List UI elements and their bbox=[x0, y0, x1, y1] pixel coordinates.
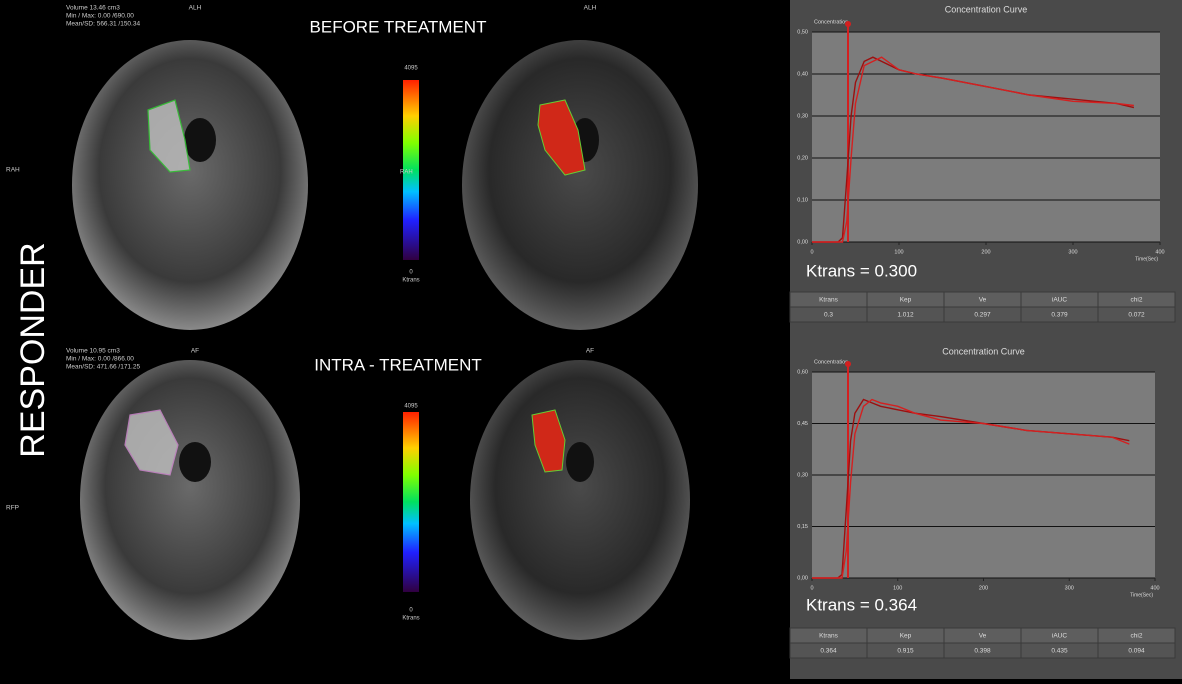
table-header: Kep bbox=[900, 633, 912, 640]
colorbar-mid: RAH bbox=[400, 170, 413, 176]
table-header: Ktrans bbox=[819, 297, 839, 304]
table-header: chi2 bbox=[1131, 297, 1143, 304]
table-value: 1.012 bbox=[897, 312, 914, 319]
mri-images bbox=[72, 40, 698, 640]
x-axis-label: Time(Sec) bbox=[1135, 256, 1158, 262]
cursor-handle bbox=[845, 21, 851, 27]
colorbar-unit: Ktrans bbox=[402, 616, 419, 622]
table-header: Kep bbox=[900, 297, 912, 304]
overlay-text: Volume 13.46 cm3 bbox=[66, 5, 120, 12]
y-tick-label: 0,50 bbox=[797, 29, 808, 35]
y-tick-label: 0,60 bbox=[797, 369, 808, 375]
side-label: RESPONDER bbox=[14, 242, 52, 457]
chart-title: Concentration Curve bbox=[942, 346, 1025, 356]
y-tick-label: 0,30 bbox=[797, 113, 808, 119]
table-value: 0.297 bbox=[974, 312, 991, 319]
y-tick-label: 0,10 bbox=[797, 197, 808, 203]
panel-heading: INTRA - TREATMENT bbox=[314, 355, 482, 374]
panel-heading: BEFORE TREATMENT bbox=[310, 17, 487, 36]
overlay-text: Min / Max: 0.00 /690.00 bbox=[66, 13, 134, 20]
y-tick-label: 0,45 bbox=[797, 421, 808, 427]
x-tick-label: 300 bbox=[1065, 585, 1074, 591]
table-header: Ve bbox=[979, 297, 987, 304]
table-value: 0.915 bbox=[897, 648, 914, 655]
x-tick-label: 400 bbox=[1150, 585, 1159, 591]
y-tick-label: 0,00 bbox=[797, 239, 808, 245]
y-axis-label: Concentration bbox=[814, 359, 848, 365]
table-header: iAUC bbox=[1052, 297, 1067, 304]
table-header: chi2 bbox=[1131, 633, 1143, 640]
colorbar-max: 4095 bbox=[404, 66, 418, 72]
orientation: ALH bbox=[584, 5, 597, 12]
x-tick-label: 300 bbox=[1068, 249, 1077, 255]
orientation: ALH bbox=[189, 5, 202, 12]
overlay-text: Mean/SD: 566.31 /150.34 bbox=[66, 21, 140, 28]
colorbar-min: 0 bbox=[409, 270, 413, 276]
table-cell bbox=[1097, 642, 1176, 659]
y-tick-label: 0,00 bbox=[797, 575, 808, 581]
table-value: 0.398 bbox=[974, 648, 991, 655]
x-tick-label: 100 bbox=[894, 249, 903, 255]
y-tick-label: 0,30 bbox=[797, 472, 808, 478]
y-tick-label: 0,20 bbox=[797, 155, 808, 161]
y-tick-label: 0,40 bbox=[797, 71, 808, 77]
orientation: AF bbox=[191, 348, 199, 355]
y-tick-label: 0,15 bbox=[797, 524, 808, 530]
overlay-text: Volume 10.95 cm3 bbox=[66, 348, 120, 355]
plot-area bbox=[812, 32, 1160, 242]
table-value: 0.379 bbox=[1051, 312, 1068, 319]
table-value: 0.094 bbox=[1128, 648, 1145, 655]
colorbar-unit: Ktrans bbox=[402, 278, 419, 284]
chart-title: Concentration Curve bbox=[945, 4, 1028, 14]
x-tick-label: 0 bbox=[810, 585, 813, 591]
charts: Concentration Curve 0,00 0,10 0,20 0,30 0,40 0… bbox=[789, 4, 1176, 659]
series-line bbox=[812, 56, 1134, 243]
overlay-text: Mean/SD: 471.66 /171.25 bbox=[66, 364, 140, 371]
orientation: RAH bbox=[6, 167, 20, 174]
table-header: iAUC bbox=[1052, 633, 1067, 640]
table-value: 0.3 bbox=[824, 312, 833, 319]
x-tick-label: 100 bbox=[893, 585, 902, 591]
y-axis-label: Concentration bbox=[814, 19, 848, 25]
table-value: 0.072 bbox=[1128, 312, 1145, 319]
x-axis-label: Time(Sec) bbox=[1130, 592, 1153, 598]
cursor-handle bbox=[845, 361, 851, 367]
table-value: 0.435 bbox=[1051, 648, 1068, 655]
colorbar-min: 0 bbox=[409, 608, 413, 614]
x-tick-label: 200 bbox=[981, 249, 990, 255]
orientation: AF bbox=[586, 348, 594, 355]
table-cell bbox=[1097, 306, 1176, 323]
annotation: Ktrans = 0.300 bbox=[806, 261, 917, 280]
series-line bbox=[812, 398, 1130, 579]
overlay-text: Min / Max: 0.00 /866.00 bbox=[66, 356, 134, 363]
table-header: Ktrans bbox=[819, 633, 839, 640]
x-tick-label: 200 bbox=[979, 585, 988, 591]
annotation: Ktrans = 0.364 bbox=[806, 595, 917, 614]
table-header: Ve bbox=[979, 633, 987, 640]
x-tick-label: 400 bbox=[1155, 249, 1164, 255]
x-tick-label: 0 bbox=[810, 249, 813, 255]
colorbar-max: 4095 bbox=[404, 404, 418, 410]
orientation: RFP bbox=[6, 505, 19, 512]
table-value: 0.364 bbox=[820, 648, 837, 655]
